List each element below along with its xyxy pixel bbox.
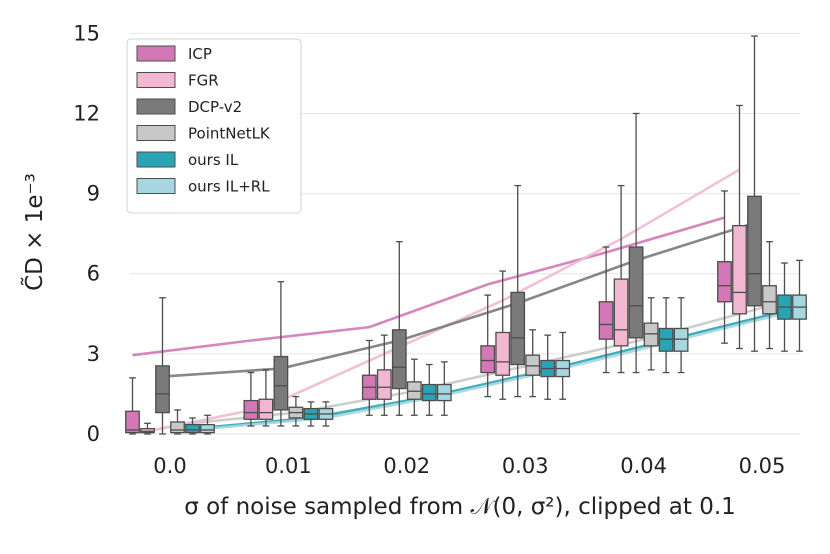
legend-swatch xyxy=(136,178,176,194)
legend-label: ours IL+RL xyxy=(188,178,270,196)
legend-label: PointNetLK xyxy=(188,125,271,143)
trend-line-icp xyxy=(132,216,725,357)
box-ours-il-rl xyxy=(555,331,571,400)
box-dcp-v2 xyxy=(155,297,170,435)
box-ours-il xyxy=(421,363,437,416)
x-tick-label: 0.05 xyxy=(739,454,786,478)
box-icp xyxy=(598,246,614,374)
x-axis-label: σ of noise sampled from 𝒩(0, σ²), clippe… xyxy=(184,494,736,520)
trend-line-dcp-v2 xyxy=(162,221,755,378)
box-iqr xyxy=(125,410,140,434)
y-axis-label: C̃D × 1e⁻³ xyxy=(21,173,48,291)
y-tick-label: 0 xyxy=(87,422,100,446)
box-iqr xyxy=(628,246,644,339)
box-pointnetlk xyxy=(170,409,185,435)
box-ours-il-rl xyxy=(436,361,452,416)
box-iqr xyxy=(140,427,155,434)
box-iqr xyxy=(185,423,200,434)
legend-swatch xyxy=(136,72,176,88)
box-icp xyxy=(717,190,732,344)
legend-swatch xyxy=(136,98,176,115)
box-fgr xyxy=(140,422,155,435)
legend-label: FGR xyxy=(188,72,219,90)
box-ours-il-rl xyxy=(792,259,807,352)
box-iqr xyxy=(200,423,215,434)
x-tick-label: 0.03 xyxy=(502,454,549,478)
y-axis-ticks: 0 3 6 9 12 15 xyxy=(73,21,100,446)
legend-label: ours IL xyxy=(188,151,239,169)
box-iqr xyxy=(762,285,777,315)
box-iqr xyxy=(495,331,511,376)
box-pointnetlk xyxy=(525,329,541,398)
box-dcp-v2 xyxy=(510,184,526,398)
box-fgr xyxy=(258,369,274,427)
box-ours-il-rl xyxy=(318,401,334,427)
box-iqr xyxy=(273,355,289,411)
box-ours-il xyxy=(658,297,674,374)
y-tick-label: 12 xyxy=(73,101,100,125)
box-icp xyxy=(125,377,140,435)
box-iqr xyxy=(525,354,541,376)
box-iqr xyxy=(747,195,762,307)
box-pointnetlk xyxy=(643,297,659,371)
box-iqr xyxy=(170,421,185,434)
box-iqr xyxy=(421,383,437,402)
box-icp xyxy=(361,339,377,416)
box-fgr xyxy=(376,334,392,416)
legend-label: ICP xyxy=(188,45,212,63)
box-fgr xyxy=(495,270,511,400)
box-iqr xyxy=(436,383,452,402)
legend-swatch xyxy=(136,45,176,62)
legend-label: DCP-v2 xyxy=(188,98,242,116)
box-iqr xyxy=(406,381,422,400)
box-iqr xyxy=(717,261,732,303)
box-ours-il-rl xyxy=(200,414,215,435)
box-iqr xyxy=(613,278,629,347)
box-dcp-v2 xyxy=(747,35,762,352)
box-pointnetlk xyxy=(762,241,777,350)
box-plots xyxy=(125,35,807,435)
y-tick-label: 15 xyxy=(73,21,100,45)
box-iqr xyxy=(243,399,259,420)
box-iqr xyxy=(673,327,689,352)
box-pointnetlk xyxy=(288,395,304,427)
box-iqr xyxy=(510,291,526,366)
box-dcp-v2 xyxy=(273,281,289,427)
box-iqr xyxy=(155,365,170,414)
legend-swatch xyxy=(136,151,176,168)
x-tick-label: 0.01 xyxy=(265,454,312,478)
legend-swatch xyxy=(136,125,176,141)
box-fgr xyxy=(732,104,747,350)
box-iqr xyxy=(643,322,659,347)
legend: ICP FGR DCP-v2 PointNetLK ours IL ours IL+RL xyxy=(126,38,302,214)
box-icp xyxy=(243,371,259,427)
box-ours-il xyxy=(540,334,556,400)
box-icp xyxy=(480,294,496,398)
box-iqr xyxy=(391,329,407,390)
x-tick-label: 0.04 xyxy=(620,454,667,478)
y-tick-label: 3 xyxy=(87,342,100,366)
box-ours-il xyxy=(777,262,792,352)
box-iqr xyxy=(376,369,392,400)
box-iqr xyxy=(598,301,614,340)
x-tick-label: 0.0 xyxy=(153,454,186,478)
box-iqr xyxy=(732,225,747,315)
box-ours-il xyxy=(185,417,200,435)
box-ours-il-rl xyxy=(673,297,689,374)
box-iqr xyxy=(658,327,674,352)
x-axis-ticks: 0.0 0.01 0.02 0.03 0.04 0.05 xyxy=(153,454,785,478)
box-iqr xyxy=(480,345,496,374)
x-tick-label: 0.02 xyxy=(383,454,430,478)
box-dcp-v2 xyxy=(391,241,407,416)
box-fgr xyxy=(613,184,629,374)
y-tick-label: 9 xyxy=(87,182,100,206)
box-dcp-v2 xyxy=(628,112,644,374)
box-pointnetlk xyxy=(406,358,422,416)
box-ours-il xyxy=(303,401,319,427)
box-iqr xyxy=(258,398,274,420)
y-tick-label: 6 xyxy=(87,262,100,286)
